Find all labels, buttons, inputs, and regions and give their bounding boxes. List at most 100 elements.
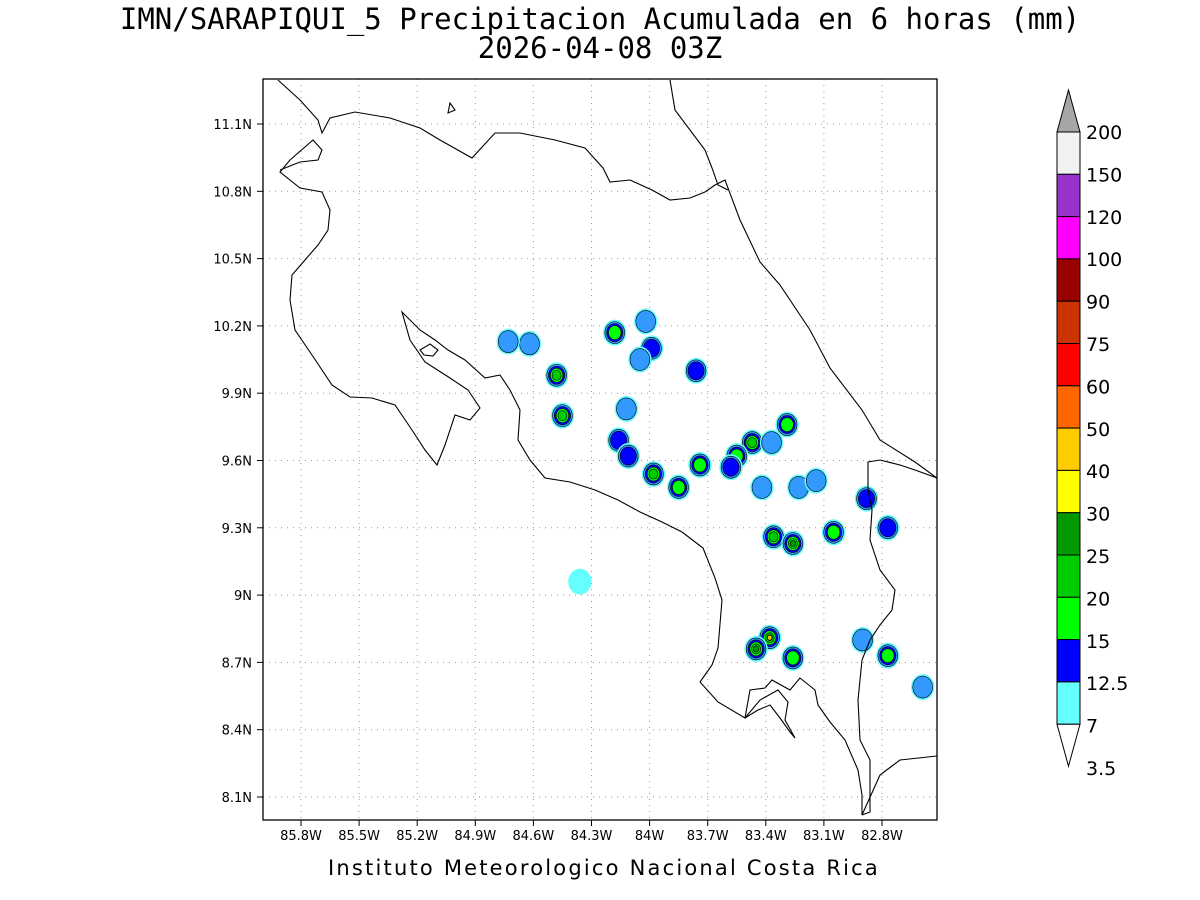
lat-tick-label: 9N <box>234 589 252 604</box>
precip-contour <box>879 518 897 538</box>
precip-cell <box>628 346 652 373</box>
coastline <box>277 79 937 816</box>
lat-tick-label: 9.3N <box>222 522 252 537</box>
precip-contour <box>629 348 651 371</box>
precip-contour <box>789 540 796 547</box>
lon-tick-label: 85.5W <box>338 829 380 844</box>
precip-cell <box>688 451 712 478</box>
colorbar-segment <box>1056 216 1081 260</box>
colorbar-segment <box>1056 427 1081 471</box>
map-title: IMN/SARAPIQUI_5 Precipitacion Acumulada … <box>119 2 1081 36</box>
precip-contour <box>498 330 519 353</box>
lon-tick-label: 84.3W <box>571 829 613 844</box>
lat-tick-label: 8.7N <box>222 656 252 671</box>
precip-contour <box>805 469 827 492</box>
precip-cell <box>684 357 708 384</box>
map-datetime: 2026-04-08 03Z <box>477 31 723 65</box>
precip-contour <box>767 634 773 641</box>
colorbar-label: 25 <box>1086 546 1110 568</box>
precip-contour <box>780 417 794 432</box>
precip-contour <box>768 531 779 543</box>
precip-contour <box>722 457 740 477</box>
precip-contour <box>672 480 686 495</box>
precip-cell <box>750 474 774 501</box>
lat-tick-label: 10.2N <box>213 320 252 335</box>
precip-cell <box>744 635 768 662</box>
colorbar-segment <box>1056 88 1081 133</box>
lat-tick-label: 8.4N <box>222 724 252 739</box>
precipitation-field <box>496 308 935 701</box>
precip-contour <box>519 332 540 356</box>
colorbar-label: 7 <box>1086 716 1098 738</box>
precip-cell <box>517 330 542 357</box>
colorbar-segment <box>1056 343 1081 387</box>
colorbar-label: 20 <box>1086 588 1110 610</box>
map-grid <box>263 79 937 820</box>
precip-contour <box>786 650 800 666</box>
colorbar-label: 90 <box>1086 292 1110 314</box>
map-axes: 85.8W 85.5W 85.2W 84.9W 84.6W 84.3W 84W 83.7W 83… <box>213 118 903 844</box>
precip-contour <box>858 489 875 508</box>
precip-contour <box>648 468 659 480</box>
colorbar-label: 12.5 <box>1086 673 1128 695</box>
precip-cell <box>850 626 875 653</box>
precip-contour <box>912 675 933 699</box>
footer-credit: Instituto Meteorologico Nacional Costa R… <box>328 856 880 880</box>
colorbar-label: 150 <box>1086 164 1122 186</box>
precip-contour <box>751 476 773 499</box>
colorbar-label: 40 <box>1086 461 1110 483</box>
precip-contour <box>761 431 782 454</box>
precip-contour <box>557 410 568 421</box>
precip-cell <box>641 460 666 487</box>
precip-cell <box>719 454 743 481</box>
precip-cell <box>496 328 520 355</box>
precip-cell <box>634 308 658 335</box>
colorbar-label: 75 <box>1086 334 1110 356</box>
precip-cell <box>910 674 935 701</box>
lon-tick-label: 83.7W <box>687 829 729 844</box>
precip-contour <box>635 310 656 333</box>
precip-contour <box>619 446 637 466</box>
colorbar-label: 60 <box>1086 376 1110 398</box>
lat-tick-label: 10.8N <box>213 185 252 200</box>
colorbar-label: 30 <box>1086 504 1110 526</box>
colorbar-label: 50 <box>1086 419 1110 441</box>
colorbar-label: 100 <box>1086 249 1122 271</box>
colorbar: 3.5 7 12.5 15 20 25 30 40 50 60 75 90 100 120 150 200 <box>1056 88 1128 780</box>
precip-cell <box>614 395 639 422</box>
lon-tick-label: 83.4W <box>745 829 787 844</box>
lat-tick-label: 9.6N <box>222 455 252 470</box>
colorbar-label: 120 <box>1086 207 1122 229</box>
precip-cell <box>761 523 786 550</box>
precip-cell <box>781 644 805 671</box>
colorbar-segment <box>1056 681 1081 725</box>
lon-tick-label: 84W <box>635 829 665 844</box>
colorbar-segment <box>1056 385 1081 429</box>
precip-cell <box>603 319 627 346</box>
precip-cell <box>544 362 569 389</box>
precip-contour <box>568 568 592 595</box>
precip-cell <box>876 642 900 669</box>
lon-tick-label: 85.8W <box>280 829 322 844</box>
lat-tick-label: 11.1N <box>213 118 252 133</box>
lat-tick-label: 10.5N <box>213 253 252 268</box>
precip-contour <box>616 397 637 421</box>
precip-cell <box>616 443 640 470</box>
precip-contour <box>551 369 562 381</box>
precip-contour <box>687 361 705 381</box>
colorbar-segment <box>1056 173 1081 218</box>
precip-cell <box>759 429 784 456</box>
colorbar-label: 3.5 <box>1086 758 1116 780</box>
lon-tick-label: 83.1W <box>803 829 845 844</box>
precip-contour <box>693 457 707 473</box>
precip-contour <box>881 648 895 663</box>
colorbar-segment <box>1056 554 1081 598</box>
precip-cell <box>821 519 846 546</box>
precip-cell <box>854 485 879 512</box>
precip-cell <box>775 411 799 438</box>
precip-cell <box>804 467 828 494</box>
colorbar-segment <box>1056 469 1081 514</box>
lon-tick-label: 85.2W <box>396 829 438 844</box>
lat-tick-label: 9.9N <box>222 387 252 402</box>
